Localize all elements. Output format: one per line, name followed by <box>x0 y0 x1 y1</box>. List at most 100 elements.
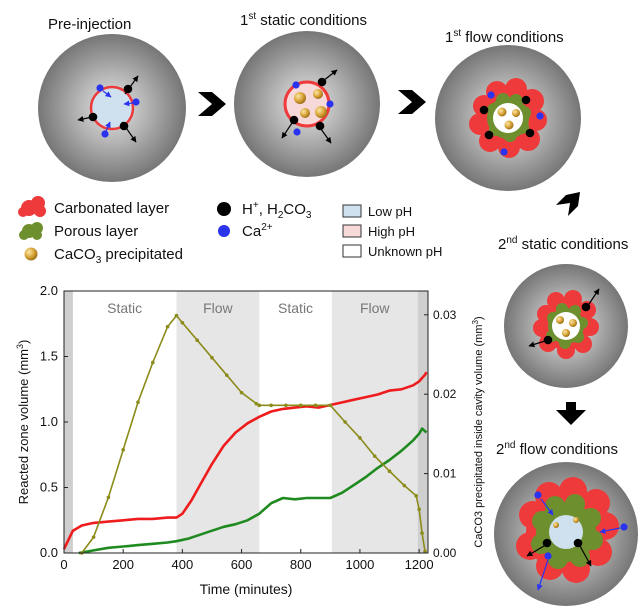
y2-tick-label: 0.00 <box>433 546 457 560</box>
stage-title-pre-injection: Pre-injection <box>48 16 131 33</box>
phase-label-1: Flow <box>203 300 233 316</box>
calcium-arrow <box>536 559 549 591</box>
phase-band-edge <box>64 291 73 553</box>
caco3-precipitate <box>556 316 564 324</box>
x-tick-label: 1000 <box>345 557 374 572</box>
calcium-dot <box>96 84 104 92</box>
proton-dot <box>315 121 325 131</box>
phase-band-edge <box>417 291 428 553</box>
caco3-data-point <box>106 495 111 500</box>
caco3-data-point <box>417 507 421 512</box>
calcium-dot <box>487 91 495 99</box>
stage-2nd-static <box>504 264 628 388</box>
phase-bands <box>64 291 428 553</box>
calcium-dot <box>544 552 552 560</box>
caco3-precipitate <box>569 319 577 327</box>
axis-label-part: Reacted zone volume (mm <box>16 349 31 504</box>
caco3-data-point <box>195 338 199 343</box>
stage-title-text: static conditions <box>256 12 367 29</box>
y-tick-label: 2.0 <box>40 283 58 298</box>
proton-arrow <box>320 128 332 144</box>
chevron-down-right-icon <box>556 192 580 216</box>
x-tick-label: 800 <box>290 557 312 572</box>
y2-tick-label: 0.02 <box>433 387 457 401</box>
x-tick-label: 200 <box>112 557 134 572</box>
stage-title-1st-static: 1st static conditions <box>240 11 367 29</box>
label-part: H <box>242 201 253 218</box>
caco3-data-point <box>239 390 244 395</box>
stage-title-1st-flow: 1st flow conditions <box>445 28 564 46</box>
chart: Static Flow Static Flow 0 200 400 600 800 1000 12… <box>15 283 485 597</box>
superscript: 3 <box>15 344 25 349</box>
high-ph-swatch <box>342 224 362 238</box>
stage-title-2nd-flow: 2nd flow conditions <box>496 440 618 458</box>
phase-label-3: Flow <box>360 300 390 316</box>
caco3-data-point <box>121 447 125 452</box>
label-part: CaCO <box>54 246 96 263</box>
legend-label-caco3: CaCO3 precipitated <box>54 246 183 266</box>
phase-labels: Static Flow Static Flow <box>107 300 390 316</box>
x-tick-label: 1200 <box>405 557 434 572</box>
calcium-arrow <box>123 100 134 107</box>
chevron-down-icon <box>556 402 586 425</box>
legend-label-carbonated: Carbonated layer <box>54 200 169 217</box>
y2-axis-label: CaCO3 precipitated inside cavity volume … <box>471 316 485 547</box>
cavity-low-ph <box>89 85 135 131</box>
y-tick-label: 1.0 <box>40 414 58 429</box>
y2-tick-label: 0.01 <box>433 467 457 481</box>
proton-arrow <box>588 288 600 305</box>
proton-arrow <box>526 545 545 557</box>
caco3-precipitate <box>497 107 507 117</box>
ticks-layer: 0 200 400 600 800 1000 1200 0.0 0.5 1.0 1.5 2.0 0.00… <box>40 283 457 572</box>
proton-dot <box>123 84 133 94</box>
calcium-arrow <box>599 527 621 534</box>
label-part: , H <box>259 201 278 218</box>
proton-dot <box>573 538 583 548</box>
proton-dot <box>484 130 494 140</box>
proton-arrow <box>281 122 293 139</box>
proton-dot <box>289 115 299 125</box>
caco3-data-point <box>313 403 318 408</box>
caco3-data-point <box>150 360 155 365</box>
caco3-precipitate <box>313 89 323 99</box>
calcium-dot <box>292 81 300 89</box>
stage-title-text: flow conditions <box>515 441 618 458</box>
phase-label-0: Static <box>107 300 142 316</box>
superscript: 3 <box>471 319 480 324</box>
caco3-data-point <box>343 420 347 424</box>
legend-label-calcium: Ca2+ <box>242 222 273 240</box>
subscript: 3 <box>96 255 102 266</box>
caco3-data-point <box>224 373 229 377</box>
y-tick-label: 0.5 <box>40 480 58 495</box>
proton-dot <box>521 95 531 105</box>
stage-title-2nd-static: 2nd static conditions <box>498 235 628 253</box>
legend: Carbonated layer Porous layer CaCO3 prec… <box>18 196 442 266</box>
caco3-precipitate <box>512 109 520 117</box>
caco3-data-point <box>91 535 96 539</box>
ordinal-number: 2 <box>498 236 506 253</box>
calcium-arrow <box>102 90 112 98</box>
superscript: 2+ <box>261 222 273 233</box>
caco3-data-point <box>257 403 262 408</box>
caco3-data-point <box>423 549 427 554</box>
caco3-swatch-icon <box>24 247 38 261</box>
caco3-data-point <box>284 403 288 408</box>
caco3-data-point <box>210 355 214 360</box>
caco3-precipitate <box>300 108 310 118</box>
ordinal-number: 1 <box>240 12 248 29</box>
x-tick-label: 0 <box>60 557 67 572</box>
legend-label-unknown-ph: Unknown pH <box>368 244 442 259</box>
subscript: 3 <box>306 210 312 221</box>
proton-dot <box>525 128 535 138</box>
caco3-precipitate <box>553 522 559 528</box>
ordinal-number: 1 <box>445 29 453 46</box>
stage-2nd-flow <box>494 462 638 606</box>
caco3-data-point <box>136 400 140 404</box>
proton-dot <box>543 335 553 345</box>
stage-title-text: flow conditions <box>461 29 564 46</box>
x-axis-label: Time (minutes) <box>200 581 293 597</box>
axis-label-part: ) <box>473 316 485 320</box>
ordinal-suffix: nd <box>506 235 517 246</box>
caco3-data-point <box>174 313 179 318</box>
